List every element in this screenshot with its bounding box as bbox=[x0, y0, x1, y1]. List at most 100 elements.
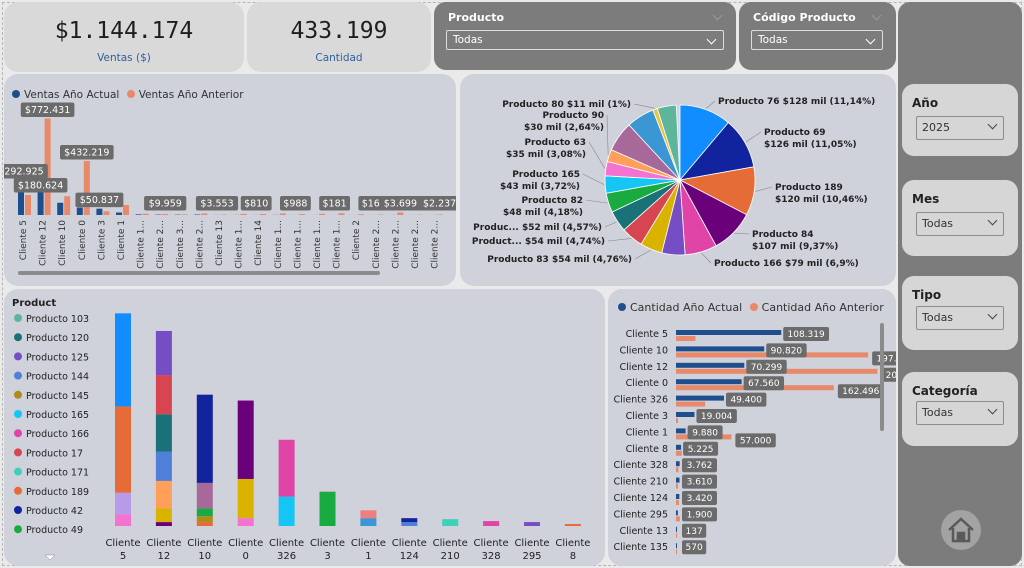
bar-anterior[interactable] bbox=[436, 214, 443, 216]
bar-actual[interactable] bbox=[676, 379, 742, 385]
bar-actual[interactable] bbox=[676, 543, 677, 549]
legend-label[interactable]: Producto 165 bbox=[26, 410, 89, 421]
home-icon[interactable] bbox=[948, 517, 974, 543]
stack-segment[interactable] bbox=[442, 519, 459, 526]
horizontal-scrollbar[interactable] bbox=[18, 271, 380, 275]
stack-segment[interactable] bbox=[115, 313, 131, 407]
tipo-dropdown[interactable]: Todas bbox=[916, 306, 1004, 330]
bar-anterior[interactable] bbox=[676, 549, 677, 555]
stack-segment[interactable] bbox=[196, 394, 213, 483]
bar-actual[interactable] bbox=[116, 212, 122, 216]
stack-segment[interactable] bbox=[155, 508, 172, 523]
bar-anterior[interactable] bbox=[676, 467, 679, 473]
bar-actual[interactable] bbox=[676, 444, 682, 450]
legend-item[interactable]: Cantidad Año Actual bbox=[618, 301, 742, 314]
stack-segment[interactable] bbox=[278, 496, 295, 526]
bar-anterior[interactable] bbox=[676, 483, 678, 489]
legend-label[interactable]: Producto 171 bbox=[26, 468, 89, 479]
bar-anterior[interactable] bbox=[25, 195, 31, 215]
bar-actual[interactable] bbox=[676, 510, 678, 516]
bar-anterior[interactable] bbox=[397, 212, 404, 216]
stack-segment[interactable] bbox=[319, 491, 336, 526]
codigo-dropdown[interactable]: Todas bbox=[751, 30, 883, 50]
stack-segment[interactable] bbox=[237, 478, 254, 519]
legend-label[interactable]: Producto 166 bbox=[26, 429, 89, 440]
stack-segment[interactable] bbox=[155, 522, 172, 526]
bar-anterior[interactable] bbox=[103, 211, 110, 215]
bar-anterior[interactable] bbox=[181, 214, 188, 215]
bar-anterior[interactable] bbox=[676, 532, 677, 538]
stack-segment[interactable] bbox=[196, 516, 213, 523]
chevron-down-icon[interactable] bbox=[712, 10, 723, 21]
bar-anterior[interactable] bbox=[676, 418, 678, 423]
legend-item[interactable]: Ventas Año Actual bbox=[12, 89, 119, 101]
bar-actual[interactable] bbox=[676, 412, 695, 417]
legend-label[interactable]: Producto 144 bbox=[26, 372, 89, 383]
bar-anterior[interactable] bbox=[299, 214, 306, 215]
bar-anterior[interactable] bbox=[676, 450, 682, 456]
stack-segment[interactable] bbox=[196, 522, 213, 526]
bar-actual[interactable] bbox=[18, 178, 24, 215]
stack-segment[interactable] bbox=[155, 330, 172, 376]
bar-actual[interactable] bbox=[676, 461, 680, 467]
bar-actual[interactable] bbox=[676, 395, 724, 401]
stack-segment[interactable] bbox=[278, 439, 295, 497]
stack-segment[interactable] bbox=[360, 518, 377, 526]
bar-anterior[interactable] bbox=[319, 213, 325, 215]
legend-label[interactable]: Producto 120 bbox=[26, 333, 89, 344]
stack-segment[interactable] bbox=[155, 480, 172, 509]
bar-actual[interactable] bbox=[676, 428, 686, 434]
bar-anterior[interactable] bbox=[676, 500, 679, 505]
categoria-dropdown[interactable]: Todas bbox=[916, 401, 1004, 425]
bar-actual[interactable] bbox=[676, 362, 745, 368]
bar-anterior[interactable] bbox=[260, 214, 267, 215]
home-button[interactable] bbox=[940, 509, 982, 551]
stack-segment[interactable] bbox=[401, 522, 418, 526]
bar-actual[interactable] bbox=[57, 202, 64, 215]
stack-segment[interactable] bbox=[115, 406, 131, 493]
bar-anterior[interactable] bbox=[240, 213, 247, 215]
legend-label[interactable]: Producto 49 bbox=[26, 525, 83, 536]
stack-segment[interactable] bbox=[196, 482, 213, 509]
legend-item[interactable]: Ventas Año Anterior bbox=[126, 89, 244, 101]
stack-segment[interactable] bbox=[237, 518, 254, 526]
legend-label[interactable]: Producto 103 bbox=[26, 314, 89, 325]
bar-actual[interactable] bbox=[676, 346, 765, 352]
legend-label[interactable]: Producto 17 bbox=[26, 448, 83, 459]
stack-segment[interactable] bbox=[237, 400, 254, 479]
bar-anterior[interactable] bbox=[83, 160, 90, 215]
bar-anterior[interactable] bbox=[64, 196, 71, 215]
stack-segment[interactable] bbox=[155, 375, 172, 415]
stack-segment[interactable] bbox=[155, 451, 172, 481]
anio-dropdown[interactable]: 2025 bbox=[916, 116, 1004, 140]
bar-anterior[interactable] bbox=[358, 214, 365, 215]
stack-segment[interactable] bbox=[524, 522, 540, 526]
bar-anterior[interactable] bbox=[338, 213, 345, 215]
stack-segment[interactable] bbox=[155, 414, 172, 452]
mes-dropdown[interactable]: Todas bbox=[916, 212, 1004, 236]
bar-anterior[interactable] bbox=[162, 214, 169, 215]
stack-segment[interactable] bbox=[115, 492, 131, 515]
stack-segment[interactable] bbox=[483, 521, 500, 526]
legend-label[interactable]: Producto 125 bbox=[26, 352, 89, 363]
bar-actual[interactable] bbox=[676, 477, 680, 483]
bar-anterior[interactable] bbox=[279, 213, 286, 216]
bar-actual[interactable] bbox=[76, 207, 83, 216]
bar-anterior[interactable] bbox=[142, 213, 149, 215]
chevron-down-icon[interactable] bbox=[871, 10, 882, 21]
stack-segment[interactable] bbox=[564, 524, 581, 526]
bar-actual[interactable] bbox=[135, 214, 142, 215]
bar-anterior[interactable] bbox=[676, 516, 680, 522]
stack-segment[interactable] bbox=[115, 514, 131, 526]
legend-scroll-down-icon[interactable] bbox=[44, 554, 56, 561]
legend-label[interactable]: Producto 189 bbox=[26, 487, 89, 498]
bar-actual[interactable] bbox=[676, 526, 677, 532]
bar-anterior[interactable] bbox=[676, 336, 696, 341]
bar-actual[interactable] bbox=[676, 494, 680, 499]
bar-anterior[interactable] bbox=[123, 205, 129, 215]
pie-slice[interactable] bbox=[656, 104, 681, 181]
producto-dropdown[interactable]: Todas bbox=[446, 30, 724, 50]
bar-actual[interactable] bbox=[96, 208, 103, 215]
stack-segment[interactable] bbox=[401, 518, 418, 523]
legend-label[interactable]: Producto 42 bbox=[26, 506, 83, 517]
